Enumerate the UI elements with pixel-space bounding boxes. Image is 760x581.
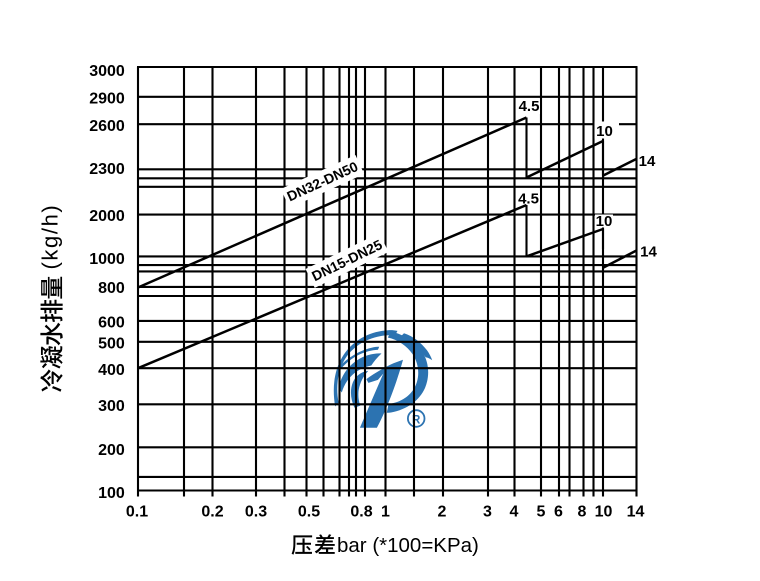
svg-text:4: 4 <box>510 504 519 521</box>
svg-text:600: 600 <box>98 315 125 332</box>
svg-text:2300: 2300 <box>89 161 125 178</box>
svg-text:2900: 2900 <box>89 90 125 107</box>
svg-text:3000: 3000 <box>89 63 125 80</box>
svg-text:14: 14 <box>627 504 645 521</box>
svg-text:4.5: 4.5 <box>518 191 539 208</box>
svg-text:0.1: 0.1 <box>126 504 148 521</box>
svg-text:0.3: 0.3 <box>245 504 267 521</box>
svg-text:10: 10 <box>595 504 613 521</box>
svg-text:300: 300 <box>98 398 125 415</box>
svg-text:8: 8 <box>578 504 587 521</box>
svg-text:200: 200 <box>98 442 125 459</box>
svg-text:(kg/h): (kg/h) <box>38 204 63 270</box>
svg-text:4.5: 4.5 <box>519 98 540 115</box>
svg-text:2: 2 <box>438 504 447 521</box>
svg-text:6: 6 <box>554 504 563 521</box>
svg-text:bar (*100=KPa): bar (*100=KPa) <box>337 534 479 557</box>
svg-text:3: 3 <box>483 504 492 521</box>
svg-text:0.2: 0.2 <box>201 504 223 521</box>
svg-text:100: 100 <box>98 485 125 502</box>
svg-text:14: 14 <box>639 153 656 170</box>
svg-text:1000: 1000 <box>89 251 125 268</box>
svg-text:10: 10 <box>596 213 613 230</box>
svg-text:0.8: 0.8 <box>350 504 372 521</box>
svg-text:14: 14 <box>640 244 657 261</box>
svg-text:400: 400 <box>98 362 125 379</box>
svg-text:1: 1 <box>381 504 390 521</box>
svg-text:500: 500 <box>98 335 125 352</box>
svg-text:R: R <box>412 414 421 426</box>
svg-text:5: 5 <box>537 504 546 521</box>
svg-text:10: 10 <box>596 123 613 140</box>
svg-text:2600: 2600 <box>89 118 125 135</box>
svg-text:0.5: 0.5 <box>298 504 320 521</box>
svg-text:800: 800 <box>98 280 125 297</box>
svg-text:2000: 2000 <box>89 208 125 225</box>
